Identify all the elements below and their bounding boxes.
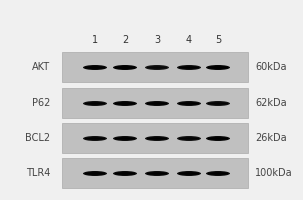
Text: 4: 4: [186, 35, 192, 45]
Text: 62kDa: 62kDa: [255, 98, 287, 108]
Text: BCL2: BCL2: [25, 133, 50, 143]
Ellipse shape: [145, 101, 169, 106]
Ellipse shape: [179, 102, 199, 105]
Text: AKT: AKT: [32, 62, 50, 72]
Ellipse shape: [147, 137, 167, 140]
Ellipse shape: [177, 136, 201, 141]
Text: 1: 1: [92, 35, 98, 45]
Ellipse shape: [85, 66, 105, 69]
Ellipse shape: [179, 137, 199, 140]
Ellipse shape: [208, 137, 228, 140]
Bar: [62, 123, 248, 153]
Bar: [62, 158, 248, 188]
Ellipse shape: [85, 172, 105, 175]
Ellipse shape: [115, 172, 135, 175]
Ellipse shape: [147, 66, 167, 69]
Bar: [62, 88, 248, 118]
Text: 26kDa: 26kDa: [255, 133, 287, 143]
Text: 2: 2: [122, 35, 128, 45]
Ellipse shape: [179, 66, 199, 69]
Text: 60kDa: 60kDa: [255, 62, 287, 72]
Text: 3: 3: [154, 35, 160, 45]
Ellipse shape: [177, 65, 201, 70]
Ellipse shape: [85, 137, 105, 140]
Ellipse shape: [145, 65, 169, 70]
Ellipse shape: [208, 102, 228, 105]
Ellipse shape: [177, 171, 201, 176]
Ellipse shape: [208, 66, 228, 69]
Text: P62: P62: [32, 98, 50, 108]
Ellipse shape: [147, 102, 167, 105]
Ellipse shape: [206, 136, 230, 141]
Ellipse shape: [113, 171, 137, 176]
Ellipse shape: [179, 172, 199, 175]
Ellipse shape: [206, 171, 230, 176]
Text: 5: 5: [215, 35, 221, 45]
Ellipse shape: [177, 101, 201, 106]
Ellipse shape: [145, 136, 169, 141]
Ellipse shape: [206, 101, 230, 106]
Ellipse shape: [83, 65, 107, 70]
Ellipse shape: [145, 171, 169, 176]
Ellipse shape: [206, 65, 230, 70]
Ellipse shape: [113, 101, 137, 106]
Ellipse shape: [147, 172, 167, 175]
Ellipse shape: [115, 102, 135, 105]
Bar: [62, 52, 248, 82]
Ellipse shape: [83, 136, 107, 141]
Text: TLR4: TLR4: [26, 168, 50, 178]
Ellipse shape: [208, 172, 228, 175]
Ellipse shape: [85, 102, 105, 105]
Ellipse shape: [113, 136, 137, 141]
Ellipse shape: [113, 65, 137, 70]
Text: 100kDa: 100kDa: [255, 168, 293, 178]
Ellipse shape: [115, 66, 135, 69]
Ellipse shape: [83, 101, 107, 106]
Ellipse shape: [83, 171, 107, 176]
Ellipse shape: [115, 137, 135, 140]
